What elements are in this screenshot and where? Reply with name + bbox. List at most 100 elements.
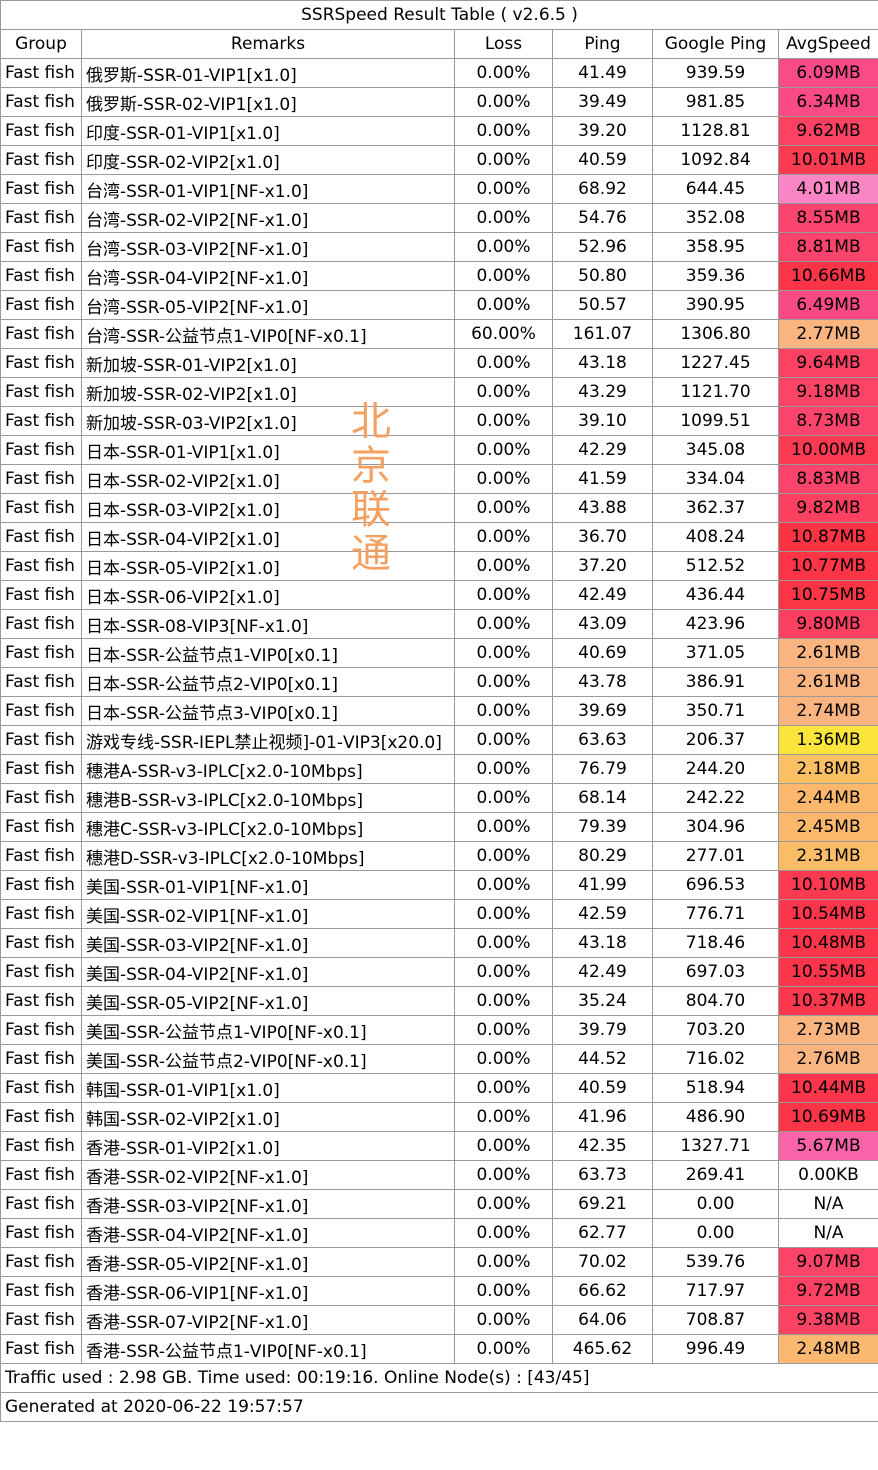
google-ping-cell: 1306.80	[652, 319, 779, 349]
remarks-cell: 日本-SSR-04-VIP2[x1.0]	[81, 522, 455, 552]
avg-speed-cell: 9.72MB	[777, 1276, 878, 1306]
avg-speed-cell: 6.34MB	[777, 87, 878, 117]
ping-cell: 66.62	[552, 1276, 653, 1306]
google-ping-cell: 371.05	[652, 638, 779, 668]
group-cell: Fast fish	[0, 1218, 82, 1248]
ping-cell: 42.49	[552, 957, 653, 987]
group-cell: Fast fish	[0, 1189, 82, 1219]
group-cell: Fast fish	[0, 319, 82, 349]
google-ping-cell: 436.44	[652, 580, 779, 610]
ping-cell: 43.09	[552, 609, 653, 639]
group-cell: Fast fish	[0, 406, 82, 436]
avg-speed-cell: 10.75MB	[777, 580, 878, 610]
table-row: Fast fish 穗港C-SSR-v3-IPLC[x2.0-10Mbps] 0.0…	[0, 812, 878, 842]
remarks-cell: 美国-SSR-01-VIP1[NF-x1.0]	[81, 870, 455, 900]
remarks-cell: 韩国-SSR-01-VIP1[x1.0]	[81, 1073, 455, 1103]
loss-cell: 0.00%	[454, 435, 553, 465]
table-row: Fast fish 香港-SSR-07-VIP2[NF-x1.0] 0.00% 64.…	[0, 1305, 878, 1335]
group-cell: Fast fish	[0, 1073, 82, 1103]
avg-speed-cell: 9.38MB	[777, 1305, 878, 1335]
table-row: Fast fish 新加坡-SSR-03-VIP2[x1.0] 0.00% 39.10…	[0, 406, 878, 436]
ping-cell: 64.06	[552, 1305, 653, 1335]
loss-cell: 0.00%	[454, 1160, 553, 1190]
ping-cell: 39.49	[552, 87, 653, 117]
ping-cell: 37.20	[552, 551, 653, 581]
google-ping-cell: 708.87	[652, 1305, 779, 1335]
table-row: Fast fish 台湾-SSR-03-VIP2[NF-x1.0] 0.00% 52.…	[0, 232, 878, 262]
loss-cell: 0.00%	[454, 348, 553, 378]
google-ping-cell: 386.91	[652, 667, 779, 697]
google-ping-cell: 350.71	[652, 696, 779, 726]
remarks-cell: 日本-SSR-05-VIP2[x1.0]	[81, 551, 455, 581]
group-cell: Fast fish	[0, 1131, 82, 1161]
column-header-avg-speed: AvgSpeed	[777, 29, 878, 59]
table-row: Fast fish 韩国-SSR-02-VIP2[x1.0] 0.00% 41.96 4…	[0, 1102, 878, 1132]
loss-cell: 0.00%	[454, 290, 553, 320]
table-row: Fast fish 香港-SSR-公益节点1-VIP0[NF-x0.1] 0.00%…	[0, 1334, 878, 1364]
group-cell: Fast fish	[0, 609, 82, 639]
remarks-cell: 印度-SSR-02-VIP2[x1.0]	[81, 145, 455, 175]
loss-cell: 0.00%	[454, 1044, 553, 1074]
table-row: Fast fish 日本-SSR-04-VIP2[x1.0] 0.00% 36.70 4…	[0, 522, 878, 552]
table-row: Fast fish 美国-SSR-04-VIP2[NF-x1.0] 0.00% 42.…	[0, 957, 878, 987]
remarks-cell: 穗港C-SSR-v3-IPLC[x2.0-10Mbps]	[81, 812, 455, 842]
remarks-cell: 香港-SSR-04-VIP2[NF-x1.0]	[81, 1218, 455, 1248]
remarks-cell: 香港-SSR-02-VIP2[NF-x1.0]	[81, 1160, 455, 1190]
avg-speed-cell: N/A	[777, 1189, 878, 1219]
loss-cell: 0.00%	[454, 1073, 553, 1103]
group-cell: Fast fish	[0, 1276, 82, 1306]
google-ping-cell: 242.22	[652, 783, 779, 813]
google-ping-cell: 0.00	[652, 1189, 779, 1219]
remarks-cell: 俄罗斯-SSR-01-VIP1[x1.0]	[81, 58, 455, 88]
remarks-cell: 穗港A-SSR-v3-IPLC[x2.0-10Mbps]	[81, 754, 455, 784]
group-cell: Fast fish	[0, 348, 82, 378]
table-row: Fast fish 穗港A-SSR-v3-IPLC[x2.0-10Mbps] 0.0…	[0, 754, 878, 784]
group-cell: Fast fish	[0, 261, 82, 291]
google-ping-cell: 304.96	[652, 812, 779, 842]
google-ping-cell: 206.37	[652, 725, 779, 755]
google-ping-cell: 269.41	[652, 1160, 779, 1190]
google-ping-cell: 1128.81	[652, 116, 779, 146]
group-cell: Fast fish	[0, 696, 82, 726]
remarks-cell: 香港-SSR-06-VIP1[NF-x1.0]	[81, 1276, 455, 1306]
loss-cell: 0.00%	[454, 464, 553, 494]
group-cell: Fast fish	[0, 841, 82, 871]
google-ping-cell: 776.71	[652, 899, 779, 929]
loss-cell: 0.00%	[454, 696, 553, 726]
google-ping-cell: 696.53	[652, 870, 779, 900]
google-ping-cell: 697.03	[652, 957, 779, 987]
avg-speed-cell: 10.44MB	[777, 1073, 878, 1103]
avg-speed-cell: 10.48MB	[777, 928, 878, 958]
table-row: Fast fish 新加坡-SSR-01-VIP2[x1.0] 0.00% 43.18…	[0, 348, 878, 378]
ping-cell: 42.35	[552, 1131, 653, 1161]
table-row: Fast fish 印度-SSR-01-VIP1[x1.0] 0.00% 39.20 1…	[0, 116, 878, 146]
group-cell: Fast fish	[0, 1160, 82, 1190]
ping-cell: 161.07	[552, 319, 653, 349]
ping-cell: 41.49	[552, 58, 653, 88]
loss-cell: 0.00%	[454, 928, 553, 958]
ping-cell: 41.99	[552, 870, 653, 900]
ping-cell: 42.29	[552, 435, 653, 465]
avg-speed-cell: 9.82MB	[777, 493, 878, 523]
group-cell: Fast fish	[0, 1044, 82, 1074]
loss-cell: 0.00%	[454, 261, 553, 291]
table-row: Fast fish 美国-SSR-公益节点2-VIP0[NF-x0.1] 0.00%…	[0, 1044, 878, 1074]
ping-cell: 39.69	[552, 696, 653, 726]
table-row: Fast fish 香港-SSR-01-VIP2[x1.0] 0.00% 42.35 1…	[0, 1131, 878, 1161]
google-ping-cell: 1327.71	[652, 1131, 779, 1161]
loss-cell: 0.00%	[454, 957, 553, 987]
table-row: Fast fish 香港-SSR-03-VIP2[NF-x1.0] 0.00% 69.…	[0, 1189, 878, 1219]
ping-cell: 40.69	[552, 638, 653, 668]
google-ping-cell: 352.08	[652, 203, 779, 233]
column-header-group: Group	[0, 29, 82, 59]
remarks-cell: 美国-SSR-05-VIP2[NF-x1.0]	[81, 986, 455, 1016]
table-row: Fast fish 日本-SSR-08-VIP3[NF-x1.0] 0.00% 43.…	[0, 609, 878, 639]
ping-cell: 43.88	[552, 493, 653, 523]
table-row: Fast fish 台湾-SSR-05-VIP2[NF-x1.0] 0.00% 50.…	[0, 290, 878, 320]
group-cell: Fast fish	[0, 754, 82, 784]
avg-speed-cell: 2.77MB	[777, 319, 878, 349]
google-ping-cell: 718.46	[652, 928, 779, 958]
column-header-google-ping: Google Ping	[652, 29, 779, 59]
remarks-cell: 日本-SSR-01-VIP1[x1.0]	[81, 435, 455, 465]
remarks-cell: 日本-SSR-08-VIP3[NF-x1.0]	[81, 609, 455, 639]
